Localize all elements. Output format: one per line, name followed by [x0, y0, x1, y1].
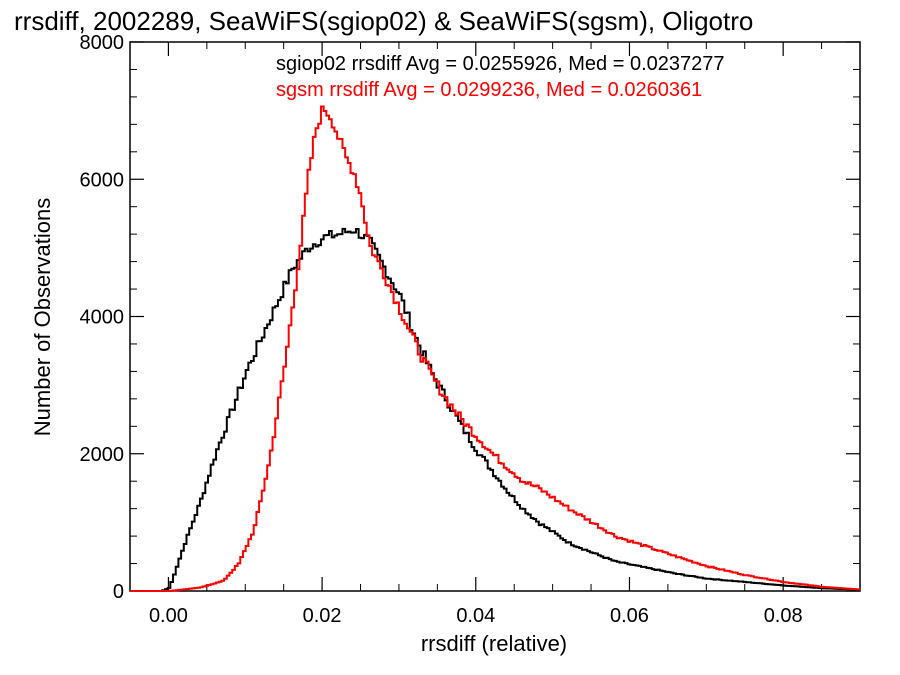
legend-entry-sgiop02: sgiop02 rrsdiff Avg = 0.0255926, Med = 0…	[276, 53, 725, 75]
series-line-1	[130, 105, 860, 592]
legend-entry-sgsm: sgsm rrsdiff Avg = 0.0299236, Med = 0.02…	[276, 79, 702, 101]
y-tick-label: 2000	[80, 444, 125, 466]
series-layer	[130, 105, 860, 592]
plot-frame	[129, 41, 861, 592]
y-tick-label: 4000	[80, 307, 125, 329]
plot-border	[129, 41, 861, 592]
x-tick-label: 0.04	[456, 605, 495, 627]
chart-title: rrsdiff, 2002289, SeaWiFS(sgiop02) & Sea…	[14, 6, 753, 36]
y-tick-label: 6000	[80, 169, 125, 191]
series-line-0	[130, 227, 860, 592]
x-tick-label: 0.06	[610, 605, 649, 627]
x-axis-title: rrsdiff (relative)	[421, 631, 567, 656]
x-axis: 0.00 0.02 0.04 0.06 0.08	[129, 42, 861, 627]
y-axis-title: Number of Observations	[30, 198, 55, 436]
x-tick-label: 0.00	[149, 605, 188, 627]
y-tick-label: 8000	[80, 32, 125, 54]
y-axis: 0 2000 4000 6000 8000	[80, 32, 860, 603]
y-tick-label: 0	[113, 581, 124, 603]
x-tick-label: 0.08	[764, 605, 803, 627]
x-tick-label: 0.02	[303, 605, 342, 627]
